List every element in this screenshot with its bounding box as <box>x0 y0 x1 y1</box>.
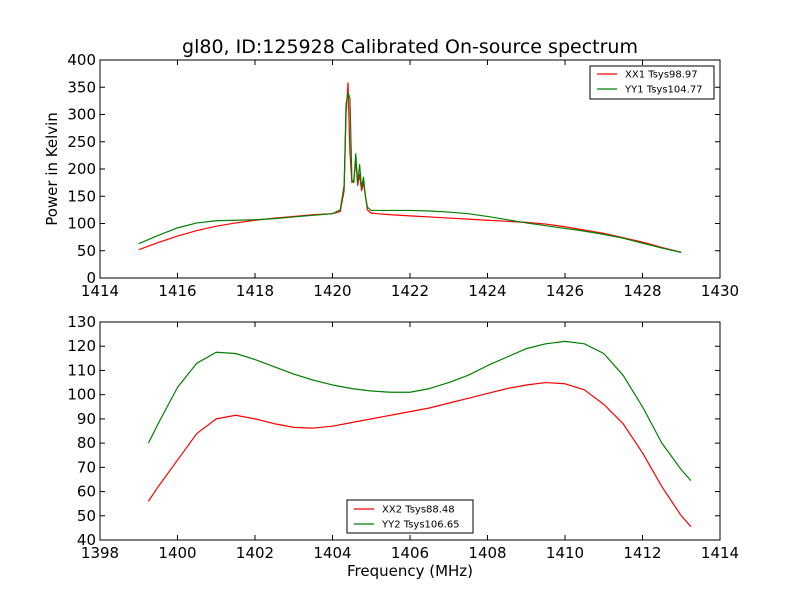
y-tick-label: 300 <box>67 106 96 124</box>
legend-label-yy1: YY1 Tsys104.77 <box>624 85 703 96</box>
legend-label-xx2: XX2 Tsys88.48 <box>382 505 455 516</box>
x-axis-label: Frequency (MHz) <box>347 562 473 580</box>
y-axis-label: Power in Kelvin <box>43 112 61 226</box>
chart-title: gl80, ID:125928 Calibrated On-source spe… <box>182 36 638 58</box>
x-tick-label: 1406 <box>391 544 429 562</box>
y-tick-label: 50 <box>77 507 96 525</box>
bottom-chart: Frequency (MHz) 1398 1400 1402 1404 1406 1408… <box>67 313 739 580</box>
x-tick-label: 1424 <box>468 282 506 300</box>
y-tick-label: 100 <box>67 215 96 233</box>
x-tick-label: 1414 <box>701 544 739 562</box>
ticks-layer: 1414 1416 1418 1420 1422 1424 1426 1428 1430 0 50 1… <box>67 51 739 300</box>
legend: XX2 Tsys88.48 YY2 Tsys106.65 <box>346 499 474 534</box>
y-tick-label: 350 <box>67 78 96 96</box>
y-tick-label: 40 <box>77 531 96 549</box>
y-tick-label: 100 <box>67 386 96 404</box>
x-tick-label: 1430 <box>701 282 739 300</box>
series-line-xx2 <box>147 381 692 528</box>
x-tick-label: 1416 <box>158 282 196 300</box>
ticks-layer: 1398 1400 1402 1404 1406 1408 1410 1412 1414 40 50… <box>67 313 739 562</box>
y-tick-label: 80 <box>77 434 96 452</box>
series-line-yy1 <box>138 92 682 253</box>
y-tick-label: 50 <box>77 242 96 260</box>
x-tick-label: 1398 <box>81 544 119 562</box>
y-tick-label: 200 <box>67 160 96 178</box>
top-chart: gl80, ID:125928 Calibrated On-source spe… <box>43 36 739 300</box>
y-tick-label: 70 <box>77 458 96 476</box>
y-tick-label: 0 <box>86 269 96 287</box>
x-tick-label: 1410 <box>546 544 584 562</box>
x-tick-label: 1402 <box>236 544 274 562</box>
series-line-yy2 <box>147 340 692 482</box>
series-layer <box>147 340 692 528</box>
x-tick-label: 1408 <box>468 544 506 562</box>
y-tick-label: 250 <box>67 133 96 151</box>
legend-box <box>346 499 474 534</box>
y-tick-label: 400 <box>67 51 96 69</box>
x-tick-label: 1422 <box>391 282 429 300</box>
y-tick-label: 150 <box>67 187 96 205</box>
y-tick-label: 110 <box>67 361 96 379</box>
x-tick-label: 1414 <box>81 282 119 300</box>
legend-box <box>589 65 715 100</box>
series-layer <box>138 82 682 253</box>
x-tick-label: 1400 <box>158 544 196 562</box>
x-tick-label: 1420 <box>313 282 351 300</box>
legend-label-yy2: YY2 Tsys106.65 <box>381 520 460 531</box>
y-tick-label: 130 <box>67 313 96 331</box>
x-tick-label: 1426 <box>546 282 584 300</box>
legend-label-xx1: XX1 Tsys98.97 <box>625 70 698 81</box>
y-tick-label: 90 <box>77 410 96 428</box>
y-tick-label: 120 <box>67 337 96 355</box>
legend: XX1 Tsys98.97 YY1 Tsys104.77 <box>589 65 715 100</box>
x-tick-label: 1428 <box>623 282 661 300</box>
x-tick-label: 1412 <box>623 544 661 562</box>
x-tick-label: 1418 <box>236 282 274 300</box>
y-tick-label: 60 <box>77 483 96 501</box>
x-tick-label: 1404 <box>313 544 351 562</box>
